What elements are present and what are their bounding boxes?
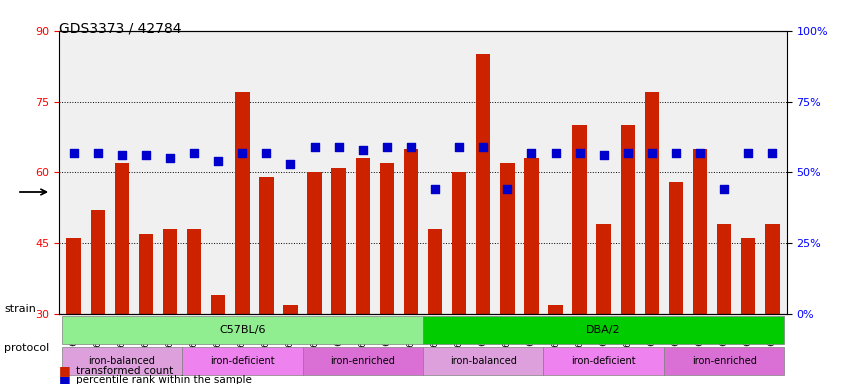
Point xyxy=(693,149,706,156)
Point xyxy=(67,149,80,156)
FancyBboxPatch shape xyxy=(423,316,784,344)
Bar xyxy=(500,163,514,314)
Bar xyxy=(67,238,81,314)
Point xyxy=(645,149,659,156)
Bar xyxy=(307,172,321,314)
Point xyxy=(187,149,201,156)
Bar xyxy=(91,210,105,314)
Bar xyxy=(765,224,779,314)
Text: ■: ■ xyxy=(59,364,71,377)
Point xyxy=(380,144,393,150)
Bar xyxy=(259,177,273,314)
Bar xyxy=(355,158,370,314)
Point xyxy=(308,144,321,150)
FancyBboxPatch shape xyxy=(303,347,423,375)
Bar xyxy=(717,224,732,314)
Point xyxy=(597,152,611,159)
Bar xyxy=(283,305,298,314)
Bar xyxy=(404,149,418,314)
Point xyxy=(428,186,442,192)
Bar xyxy=(596,224,611,314)
Point xyxy=(332,144,345,150)
Point xyxy=(235,149,249,156)
Text: DBA/2: DBA/2 xyxy=(586,324,621,334)
Bar xyxy=(452,172,466,314)
Point xyxy=(260,149,273,156)
Point xyxy=(766,149,779,156)
Bar xyxy=(211,295,225,314)
Point xyxy=(669,149,683,156)
Point xyxy=(404,144,418,150)
Point xyxy=(212,158,225,164)
Point xyxy=(501,186,514,192)
Bar xyxy=(332,168,346,314)
Bar xyxy=(525,158,539,314)
Bar xyxy=(139,234,153,314)
Text: transformed count: transformed count xyxy=(76,366,173,376)
Point xyxy=(573,149,586,156)
Bar xyxy=(741,238,755,314)
Point xyxy=(91,149,105,156)
FancyBboxPatch shape xyxy=(423,347,543,375)
Text: iron-enriched: iron-enriched xyxy=(330,356,395,366)
Text: iron-deficient: iron-deficient xyxy=(571,356,636,366)
Text: GDS3373 / 42784: GDS3373 / 42784 xyxy=(59,21,182,35)
FancyBboxPatch shape xyxy=(182,347,303,375)
Point xyxy=(549,149,563,156)
Text: ■: ■ xyxy=(59,374,71,384)
Point xyxy=(163,155,177,161)
Point xyxy=(453,144,466,150)
FancyBboxPatch shape xyxy=(664,347,784,375)
Point xyxy=(283,161,297,167)
Text: protocol: protocol xyxy=(4,343,49,353)
Point xyxy=(717,186,731,192)
Point xyxy=(525,149,538,156)
Point xyxy=(115,152,129,159)
Text: iron-deficient: iron-deficient xyxy=(210,356,275,366)
FancyBboxPatch shape xyxy=(62,316,423,344)
Bar xyxy=(235,92,250,314)
Text: iron-balanced: iron-balanced xyxy=(89,356,156,366)
Bar xyxy=(548,305,563,314)
Text: iron-balanced: iron-balanced xyxy=(450,356,517,366)
Bar xyxy=(621,125,635,314)
Bar xyxy=(573,125,587,314)
Point xyxy=(476,144,490,150)
Text: iron-enriched: iron-enriched xyxy=(692,356,756,366)
Bar xyxy=(187,229,201,314)
Text: C57BL/6: C57BL/6 xyxy=(219,324,266,334)
FancyBboxPatch shape xyxy=(543,347,664,375)
Bar xyxy=(114,163,129,314)
Bar xyxy=(476,54,491,314)
Bar xyxy=(693,149,707,314)
Bar xyxy=(428,229,442,314)
Bar xyxy=(162,229,178,314)
Point xyxy=(140,152,153,159)
Point xyxy=(741,149,755,156)
Point xyxy=(621,149,634,156)
Point xyxy=(356,147,370,153)
FancyBboxPatch shape xyxy=(62,347,182,375)
Bar xyxy=(668,182,684,314)
Text: strain: strain xyxy=(4,304,36,314)
Bar xyxy=(645,92,659,314)
Bar xyxy=(380,163,394,314)
Text: percentile rank within the sample: percentile rank within the sample xyxy=(76,375,252,384)
